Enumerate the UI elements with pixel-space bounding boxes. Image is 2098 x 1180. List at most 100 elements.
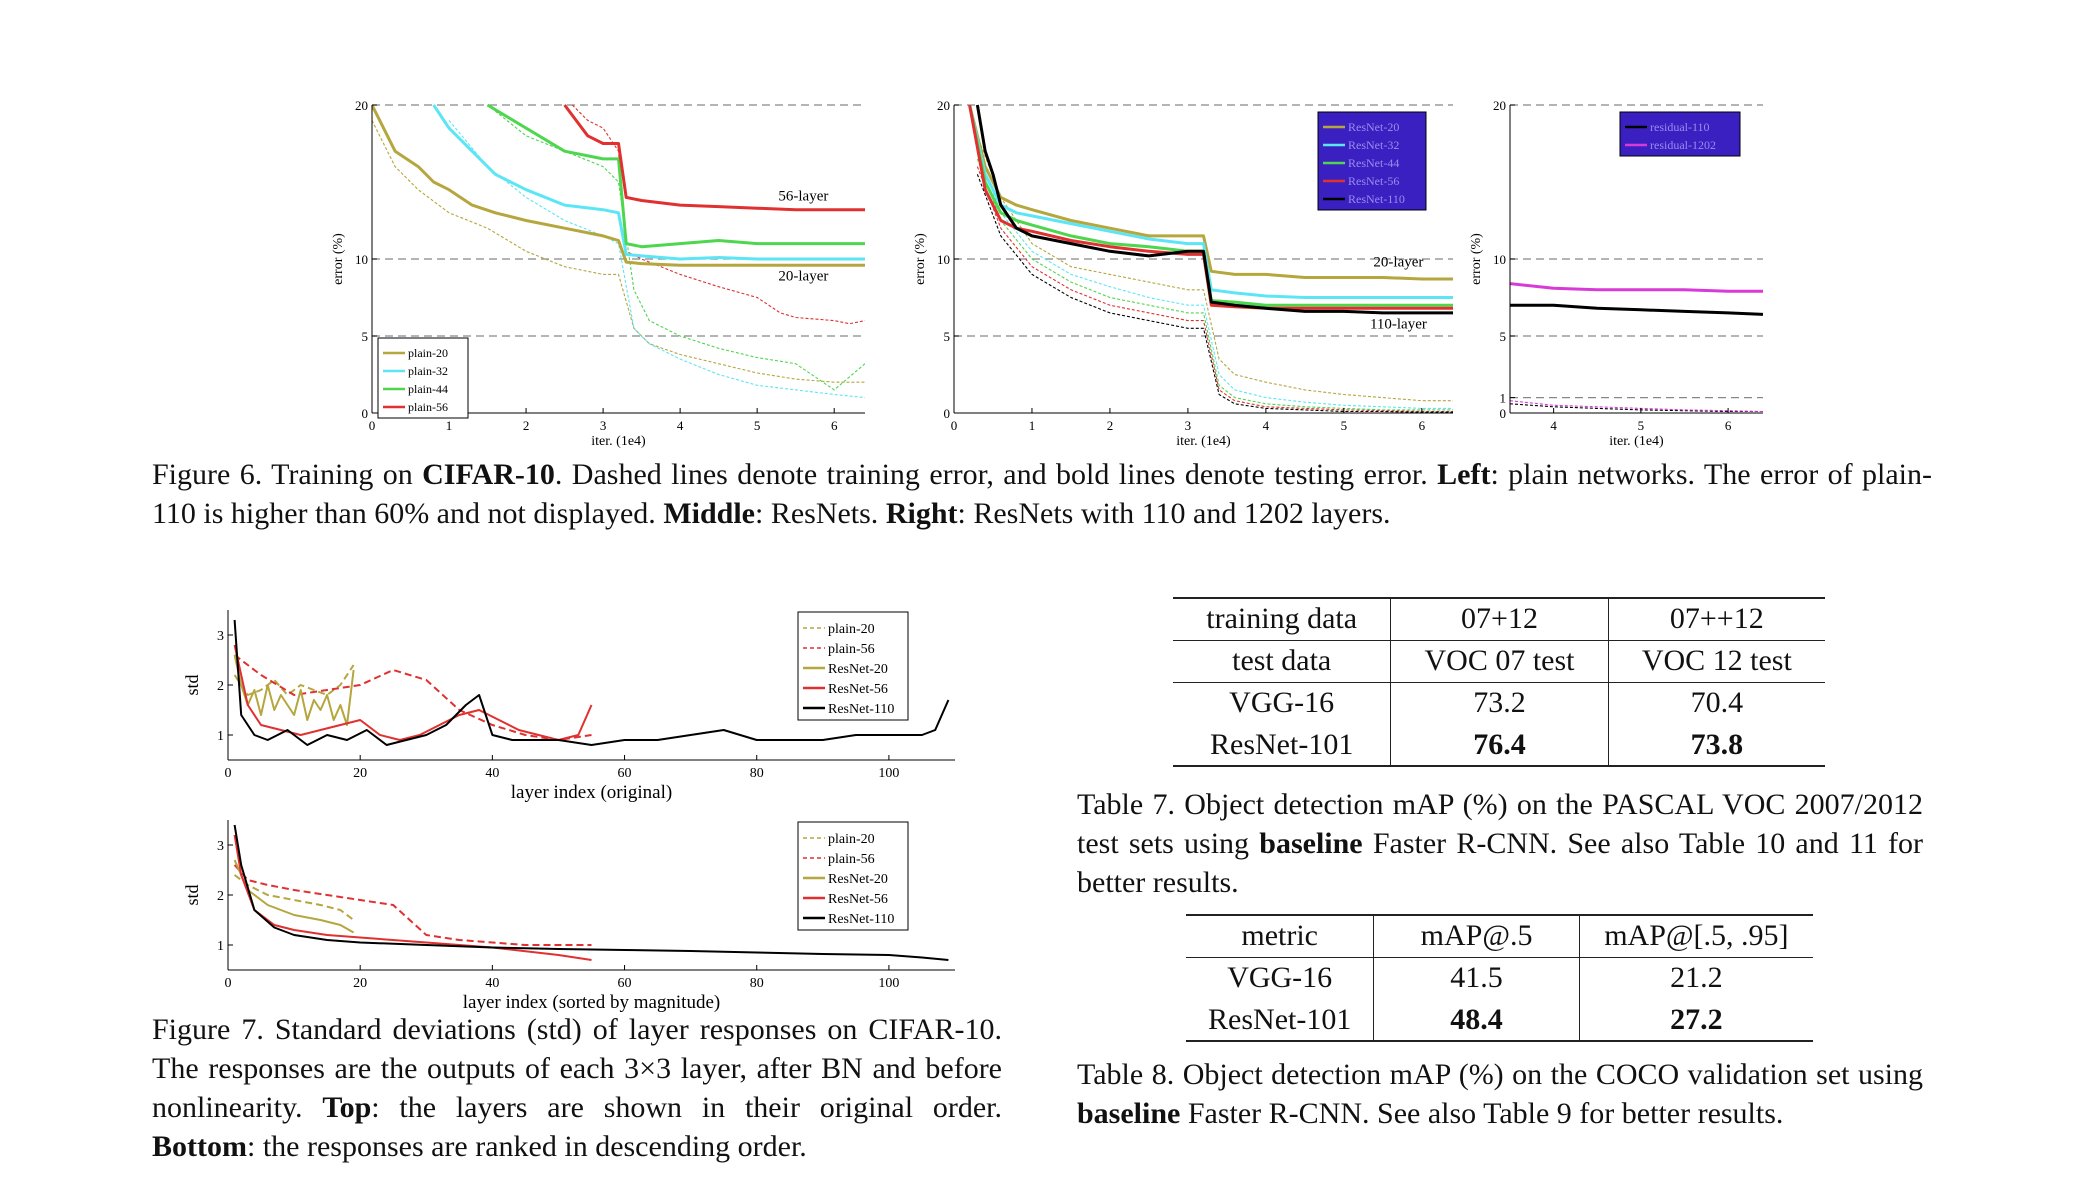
legend-label: plain-56	[828, 642, 875, 657]
x-tick-label: 4	[677, 418, 684, 433]
y-axis-label: std	[182, 674, 202, 695]
series-line-resnet-20	[968, 104, 1453, 281]
legend-label: ResNet-32	[1348, 138, 1399, 152]
x-tick-label: 100	[878, 976, 899, 991]
x-tick-label: 3	[600, 418, 607, 433]
legend-label: plain-56	[408, 400, 448, 414]
legend-label: plain-20	[408, 346, 448, 360]
legend-label: plain-20	[828, 832, 875, 847]
legend-label: ResNet-20	[828, 662, 888, 677]
series-line-plain-20	[372, 104, 865, 267]
x-tick-label: 80	[750, 976, 764, 991]
x-tick-label: 20	[353, 766, 367, 781]
fig7-bottom-plot: 0 20 40 60 80 100 1 2 3 layer index (sorted by ma…	[182, 820, 955, 1013]
series-line-plain-44	[487, 104, 865, 391]
series-line-plain-44	[486, 103, 865, 249]
series-line-resnet-56	[233, 834, 592, 961]
series-line-plain-32	[432, 104, 865, 261]
y-tick-label: 1	[217, 729, 224, 744]
y-tick-label: 2	[217, 889, 224, 904]
y-tick-label: 1	[217, 939, 224, 954]
series-annotation: 20-layer	[778, 269, 828, 285]
legend-label: plain-20	[828, 622, 875, 637]
fig7-top-plot: 0 20 40 60 80 100 1 2 3 layer index (original) std…	[182, 610, 955, 803]
series-line-plain-56	[233, 654, 592, 741]
series-line-resnet-110	[233, 619, 950, 746]
plot-area	[968, 104, 1453, 413]
legend-label: plain-32	[408, 364, 448, 378]
legend: ResNet-20 ResNet-32 ResNet-44 ResNet-56 ResN…	[1317, 111, 1427, 211]
series-line-resnet-110	[975, 104, 1453, 315]
x-tick-label: 100	[878, 766, 899, 781]
legend-box	[1619, 111, 1741, 157]
series-line-plain-32	[448, 120, 865, 399]
x-tick-label: 40	[485, 766, 499, 781]
table8-caption: Table 8. Object detection mAP (%) on the…	[1077, 1058, 1923, 1130]
table7-caption: Table 7. Object detection mAP (%) on the…	[1077, 788, 1924, 899]
x-tick-label: 1	[446, 418, 453, 433]
fig6-right-plot: 4 5 6 01 5 10 20 iter. (1e4) error (%) residual-1…	[1469, 98, 1763, 449]
legend-box	[1317, 111, 1427, 211]
series-line-resnet-110	[976, 174, 1453, 413]
y-tick-label: 5	[1500, 329, 1507, 344]
x-tick-label: 0	[225, 766, 232, 781]
y-tick-label: 1	[1500, 391, 1507, 406]
series-line-plain-56	[563, 104, 865, 212]
y-axis-label: error (%)	[331, 233, 346, 285]
series-line-plain-20	[372, 120, 865, 383]
series-annotation: 56-layer	[778, 188, 828, 204]
series-line-plain-56	[233, 864, 592, 946]
series-line-resnet-32	[976, 151, 1453, 409]
legend-label: plain-44	[408, 382, 448, 396]
x-axis-label: iter. (1e4)	[1609, 434, 1664, 449]
y-tick-label: 10	[937, 252, 950, 267]
table-row: VGG-16 41.5 21.2	[1186, 956, 1813, 999]
y-axis-label: error (%)	[913, 233, 928, 285]
x-tick-label: 0	[951, 418, 958, 433]
series-line-resnet-110	[233, 824, 949, 961]
legend: plain-20 plain-56 ResNet-20 ResNet-56 ResNet…	[797, 821, 909, 931]
legend-label: ResNet-110	[828, 912, 894, 927]
series-line-residual-110	[1510, 303, 1763, 316]
x-tick-label: 2	[1107, 418, 1114, 433]
legend: plain-20 plain-32 plain-44 plain-56	[377, 337, 469, 419]
x-tick-label: 1	[1029, 418, 1036, 433]
figure7-caption: Figure 7. Standard deviations (std) of l…	[152, 1013, 1002, 1163]
series-line-plain-56	[571, 104, 865, 325]
y-tick-label: 20	[1493, 98, 1506, 113]
legend-label: residual-1202	[1650, 138, 1716, 152]
x-tick-label: 6	[1725, 418, 1732, 433]
y-tick-label: 10	[355, 252, 368, 267]
x-tick-label: 2	[523, 418, 530, 433]
fig6-left-plot: 0 1 2 3 4 5 6 0 5 10 20 iter. (1e4) error (%) 56-laye…	[331, 98, 865, 449]
y-axis-label: std	[182, 884, 202, 905]
legend-label: ResNet-20	[1348, 120, 1399, 134]
table-row: VGG-16 73.2 70.4	[1173, 681, 1825, 724]
x-tick-label: 0	[225, 976, 232, 991]
legend-box	[377, 337, 469, 419]
y-tick-label: 3	[217, 629, 224, 644]
y-tick-label: 0	[944, 406, 951, 421]
legend-label: ResNet-56	[828, 682, 888, 697]
legend-label: ResNet-44	[1348, 156, 1399, 170]
table-row: training data 07+12 07++12	[1173, 597, 1825, 640]
x-tick-label: 0	[369, 418, 376, 433]
x-tick-label: 3	[1185, 418, 1192, 433]
series-line-resnet-20	[233, 654, 355, 726]
y-tick-label: 0	[362, 406, 369, 421]
series-line-resnet-32	[968, 104, 1453, 299]
x-tick-label: 6	[831, 418, 838, 433]
table7: training data 07+12 07++12 test data VOC…	[1173, 597, 1825, 767]
y-tick-label: 0	[1500, 406, 1507, 421]
x-tick-label: 80	[750, 766, 764, 781]
x-tick-label: 60	[618, 976, 632, 991]
table-row: test data VOC 07 test VOC 12 test	[1173, 639, 1825, 682]
fig6-middle-plot: 0 1 2 3 4 5 6 0 5 10 20 iter. (1e4) error (%) 20-laye…	[913, 98, 1453, 449]
y-axis-label: error (%)	[1469, 233, 1484, 285]
table8: metric mAP@.5 mAP@[.5, .95] VGG-16 41.5 …	[1186, 914, 1813, 1042]
y-tick-label: 2	[217, 679, 224, 694]
legend-label: ResNet-56	[828, 892, 888, 907]
y-tick-label: 5	[944, 329, 951, 344]
legend-label: ResNet-110	[828, 702, 894, 717]
series-annotation: 110-layer	[1370, 316, 1427, 332]
